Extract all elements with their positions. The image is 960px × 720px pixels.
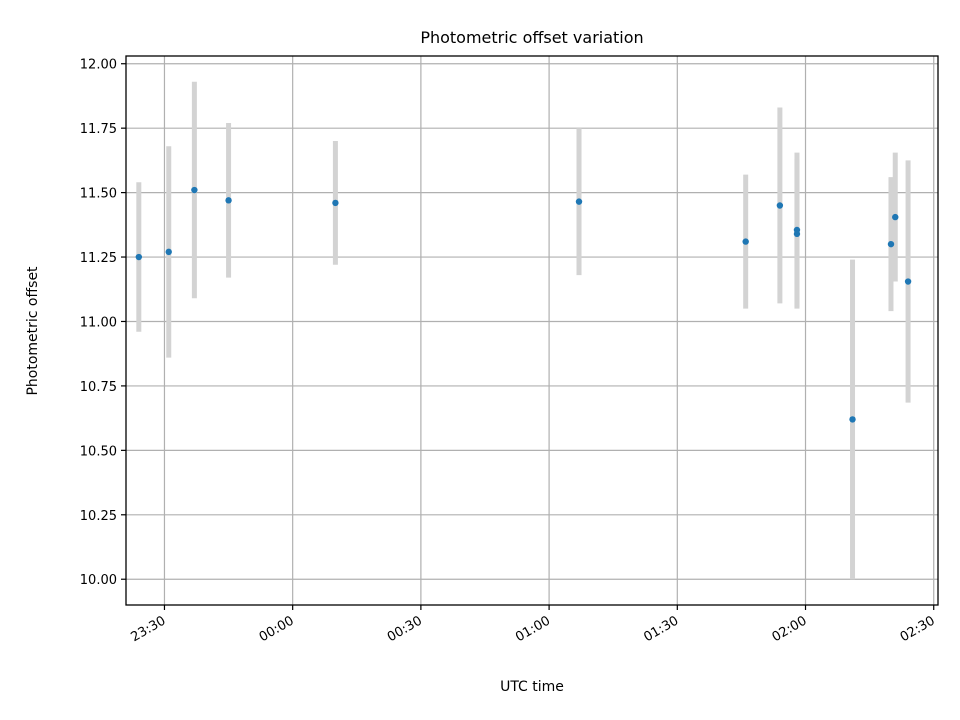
y-tick-label: 10.50 bbox=[80, 444, 117, 459]
y-axis: 10.00 10.25 10.50 10.75 11.00 11.25 11.50 11.75… bbox=[80, 58, 126, 588]
chart-title: Photometric offset variation bbox=[420, 28, 643, 47]
x-axis-title: UTC time bbox=[500, 679, 564, 695]
y-tick-label: 12.00 bbox=[80, 58, 117, 73]
grid bbox=[126, 56, 938, 605]
data-points bbox=[135, 186, 912, 423]
plot-frame bbox=[125, 55, 939, 606]
data-point bbox=[575, 198, 583, 205]
data-point bbox=[135, 253, 143, 261]
y-tick-label: 11.75 bbox=[80, 122, 117, 137]
y-tick-label: 10.75 bbox=[80, 380, 117, 395]
data-point bbox=[165, 248, 172, 256]
data-point bbox=[892, 213, 899, 221]
data-point bbox=[776, 202, 784, 209]
data-point bbox=[849, 416, 856, 423]
y-tick-label: 10.00 bbox=[80, 573, 117, 588]
y-axis-title: Photometric offset bbox=[25, 266, 41, 396]
y-tick-label: 11.25 bbox=[80, 251, 117, 266]
y-tick-label: 10.25 bbox=[80, 509, 117, 524]
data-point bbox=[225, 197, 232, 204]
y-tick-label: 11.00 bbox=[80, 315, 117, 330]
data-point bbox=[887, 240, 895, 248]
data-point bbox=[793, 226, 801, 234]
data-point bbox=[904, 278, 912, 285]
data-point bbox=[742, 238, 749, 245]
y-tick-label: 11.50 bbox=[80, 187, 117, 202]
data-point bbox=[191, 186, 198, 194]
data-point bbox=[332, 199, 339, 207]
